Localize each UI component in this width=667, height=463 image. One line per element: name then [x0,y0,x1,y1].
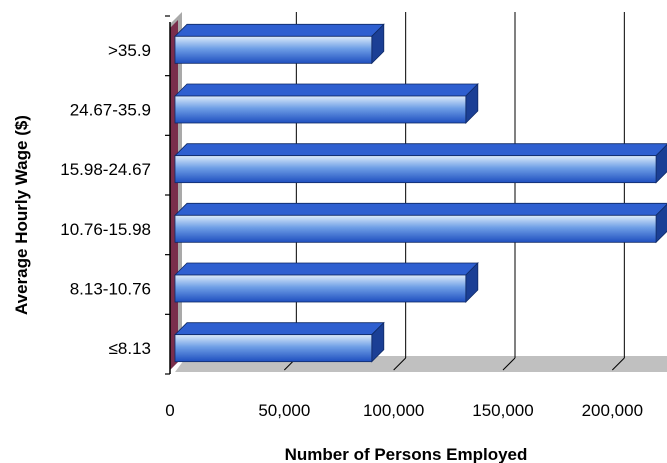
bar-front [174,155,657,184]
bar-front [174,334,373,363]
bar [174,262,479,303]
bar [174,202,667,244]
bar [174,83,479,124]
bar-front [174,95,467,124]
side-wall [170,20,178,370]
gridline-floor [393,357,407,371]
gridline-floor [611,357,625,371]
gridlines [283,12,625,371]
bar-front [174,274,467,303]
bar-top [174,83,479,97]
category-label: 24.67-35.9 [70,101,151,120]
x-tick-label: 150,000 [472,401,533,420]
x-tick-label: 100,000 [363,401,424,420]
bars [174,23,667,363]
x-axis-title: Number of Persons Employed [285,445,528,463]
gridline-floor [502,357,516,371]
chart-walls [170,12,667,372]
category-label: >35.9 [108,41,151,60]
bar [174,23,385,65]
x-tick-label: 50,000 [258,401,310,420]
bar-top [174,143,667,157]
bar-front [174,35,373,64]
x-tick-labels: 0 50,000 100,000 150,000 200,000 [165,401,643,420]
bar [174,321,385,363]
bar-top [174,23,385,37]
bar-top [174,262,479,276]
bar-top [174,202,667,216]
category-labels: ≤8.13 8.13-10.76 10.76-15.98 15.98-24.67 24.… [60,41,151,358]
category-label: 15.98-24.67 [60,160,151,179]
x-tick-label: 200,000 [582,401,643,420]
category-label: 8.13-10.76 [70,280,151,299]
bar [174,143,667,184]
x-tick-label: 0 [165,401,174,420]
category-label: 10.76-15.98 [60,220,151,239]
bar-top [174,322,385,336]
bar-front [174,214,657,243]
axes [165,15,171,375]
category-label: ≤8.13 [109,339,151,358]
y-axis-title: Average Hourly Wage ($) [12,115,31,315]
